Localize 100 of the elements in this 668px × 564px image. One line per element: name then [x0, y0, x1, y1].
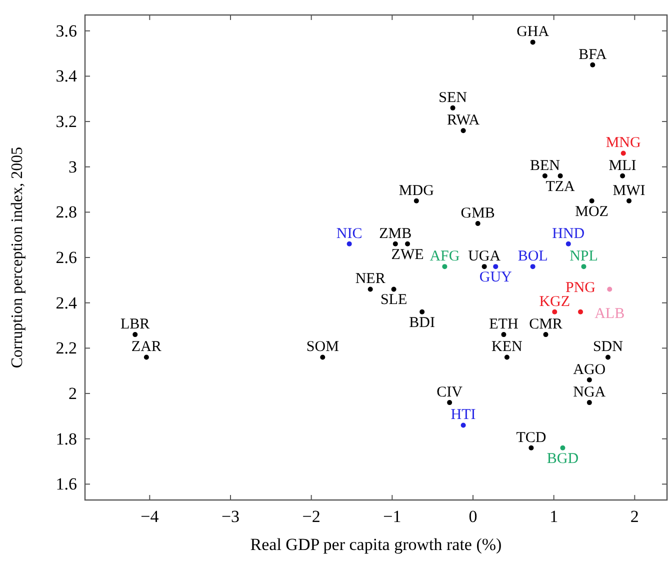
data-label: AGO — [573, 362, 606, 378]
point — [405, 241, 410, 246]
y-tick-label: 3 — [68, 157, 77, 176]
data-label: BDI — [409, 314, 435, 331]
point — [581, 264, 586, 270]
point — [566, 241, 571, 246]
data-label: AFG — [430, 248, 460, 265]
data-label: LBR — [120, 316, 150, 333]
point — [530, 264, 536, 270]
data-label: BEN — [530, 158, 560, 174]
point — [558, 173, 563, 178]
point — [552, 309, 558, 314]
y-tick-label: 1.8 — [56, 429, 77, 448]
x-tick-label: 0 — [468, 507, 478, 526]
point — [620, 173, 626, 178]
data-label: GHA — [516, 24, 550, 40]
point — [607, 286, 612, 292]
y-tick-label: 3.6 — [56, 21, 77, 40]
data-label: BOL — [518, 248, 548, 265]
x-tick-label: 1 — [550, 507, 558, 526]
point — [132, 332, 138, 338]
x-tick-label: −4 — [140, 507, 160, 526]
data-label: SOM — [306, 339, 339, 356]
data-label: SDN — [592, 339, 624, 356]
data-label: NIC — [336, 226, 362, 242]
point — [368, 286, 373, 292]
data-label: RWA — [447, 112, 480, 129]
x-axis-title: Real GDP per capita growth rate (%) — [250, 535, 502, 554]
point — [392, 241, 398, 246]
point — [320, 354, 326, 360]
point — [144, 354, 149, 360]
point — [560, 445, 566, 450]
point — [493, 264, 498, 270]
point — [590, 62, 596, 68]
point — [578, 309, 584, 314]
point — [586, 400, 592, 406]
point — [391, 286, 396, 292]
data-label: GUY — [479, 270, 512, 286]
data-label: ZMB — [379, 226, 412, 242]
point — [589, 198, 594, 204]
y-tick-label: 3.2 — [56, 112, 77, 132]
data-label: BGD — [546, 450, 579, 467]
data-label: ZAR — [131, 339, 162, 356]
data-label: MNG — [606, 135, 642, 152]
data-label: PNG — [566, 280, 596, 296]
point — [460, 422, 466, 428]
y-tick-label: 2.8 — [56, 202, 77, 222]
point — [620, 150, 626, 156]
point — [543, 332, 548, 338]
data-label: MLI — [608, 158, 636, 174]
data-label: MWI — [612, 182, 646, 199]
y-tick-label: 2.6 — [56, 248, 77, 267]
point — [504, 354, 510, 360]
data-label: SEN — [438, 90, 468, 106]
y-tick-label: 1.6 — [56, 474, 77, 494]
y-axis-title: Corruption perception index, 2005 — [9, 146, 26, 368]
point — [414, 198, 419, 204]
x-tick-label: 2 — [630, 507, 639, 526]
point — [460, 128, 466, 134]
point — [346, 241, 352, 246]
data-label: SLE — [380, 292, 408, 308]
data-label: NGA — [573, 384, 606, 401]
data-label: HND — [552, 226, 585, 242]
point — [542, 173, 548, 178]
data-label: ZWE — [391, 246, 424, 263]
y-tick-label: 2.4 — [56, 293, 78, 312]
y-tick-label: 3.4 — [56, 66, 78, 86]
point — [475, 221, 480, 226]
data-label: MDG — [398, 182, 434, 199]
point — [530, 40, 536, 45]
point — [501, 332, 506, 338]
data-label: UGA — [468, 248, 501, 265]
y-tick-label: 2.2 — [56, 338, 77, 358]
point — [482, 264, 487, 270]
data-label: ETH — [489, 316, 518, 333]
data-label: GMB — [460, 206, 495, 222]
data-label: NER — [355, 271, 386, 288]
data-label: TZA — [546, 178, 576, 195]
data-label: KGZ — [539, 294, 570, 310]
point — [450, 105, 456, 110]
x-tick-label: −1 — [383, 507, 402, 526]
data-label: BFA — [578, 46, 607, 63]
point — [605, 354, 610, 360]
data-label: HTI — [450, 407, 476, 424]
data-label: MOZ — [575, 204, 608, 220]
data-label: ALB — [594, 306, 625, 322]
point — [626, 198, 632, 204]
data-label: CMR — [529, 316, 562, 333]
y-tick-label: 2 — [68, 384, 77, 403]
data-label: KEN — [492, 339, 523, 356]
x-tick-label: −3 — [221, 507, 240, 526]
x-tick-label: −2 — [302, 507, 320, 526]
point — [586, 377, 592, 382]
point — [420, 309, 425, 314]
point — [528, 445, 534, 450]
point — [447, 400, 452, 406]
data-label: TCD — [516, 430, 546, 446]
data-label: NPL — [570, 248, 598, 265]
data-label: CIV — [436, 384, 463, 401]
point — [442, 264, 448, 270]
